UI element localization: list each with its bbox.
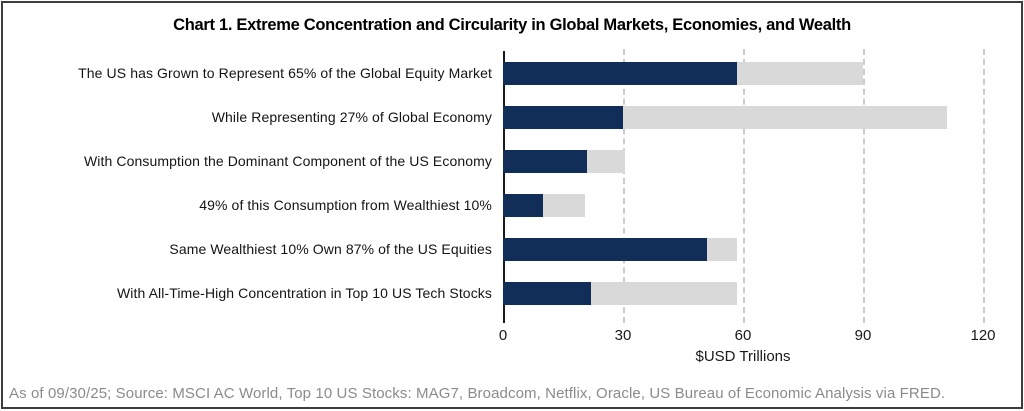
bar-segment-navy <box>503 237 707 261</box>
bar-track <box>503 149 983 173</box>
bar-category-label: 49% of this Consumption from Wealthiest … <box>199 197 492 213</box>
bar-rows: The US has Grown to Represent 65% of the… <box>3 51 1021 315</box>
bar-segment-gray <box>591 281 737 305</box>
bar-segment-gray <box>737 61 863 85</box>
bar-category-label: With All-Time-High Concentration in Top … <box>116 285 492 301</box>
source-note: As of 09/30/25; Source: MSCI AC World, T… <box>9 385 946 402</box>
plot-area: The US has Grown to Represent 65% of the… <box>3 49 1021 323</box>
bar-category-label: While Representing 27% of Global Economy <box>211 109 492 125</box>
x-tick: 90 <box>854 327 872 344</box>
bar-track <box>503 105 983 129</box>
bar-row: With All-Time-High Concentration in Top … <box>3 271 1021 315</box>
chart-title: Chart 1. Extreme Concentration and Circu… <box>173 16 851 34</box>
bar-segment-navy <box>503 193 543 217</box>
x-tick: 0 <box>498 327 508 344</box>
bar-category-label: With Consumption the Dominant Component … <box>83 153 492 169</box>
bar-category-label: Same Wealthiest 10% Own 87% of the US Eq… <box>169 241 492 257</box>
x-tick: 30 <box>614 327 632 344</box>
bar-row: The US has Grown to Represent 65% of the… <box>3 51 1021 95</box>
bar-segment-navy <box>503 105 623 129</box>
bar-track <box>503 237 983 261</box>
bar-row: 49% of this Consumption from Wealthiest … <box>3 183 1021 227</box>
bar-track <box>503 61 983 85</box>
bar-row: With Consumption the Dominant Component … <box>3 139 1021 183</box>
x-tick: 120 <box>970 327 996 344</box>
bar-segment-gray <box>587 149 625 173</box>
x-axis-ticks: 0 30 60 90 120 <box>499 327 996 347</box>
bar-row: While Representing 27% of Global Economy <box>3 95 1021 139</box>
bar-track <box>503 281 983 305</box>
bar-segment-navy <box>503 149 587 173</box>
x-tick: 60 <box>734 327 752 344</box>
bar-row: Same Wealthiest 10% Own 87% of the US Eq… <box>3 227 1021 271</box>
bar-segment-gray <box>542 193 585 217</box>
bar-segment-gray <box>623 105 947 129</box>
x-axis-label: $USD Trillions <box>695 348 791 365</box>
bar-category-label: The US has Grown to Represent 65% of the… <box>78 65 492 81</box>
bar-segment-gray <box>707 237 737 261</box>
bar-track <box>503 193 983 217</box>
bar-segment-navy <box>503 61 737 85</box>
bar-segment-navy <box>503 281 591 305</box>
